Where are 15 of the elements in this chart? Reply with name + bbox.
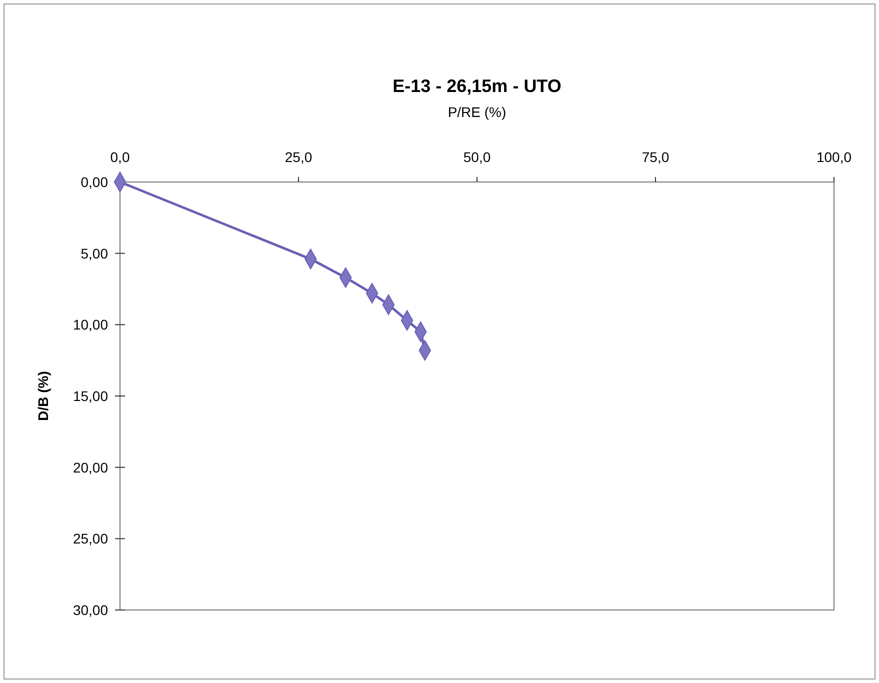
x-tick-label: 100,0 <box>816 149 852 165</box>
x-tick-label: 25,0 <box>284 149 312 165</box>
y-tick-label: 25,00 <box>72 530 108 547</box>
y-tick-label: 30,00 <box>72 602 108 618</box>
y-tick-label: 5,00 <box>80 245 108 262</box>
y-tick-label: 15,00 <box>72 388 108 404</box>
x-tick-label: 75,0 <box>642 149 670 165</box>
x-axis-title: P/RE (%) <box>448 104 506 120</box>
x-tick-label: 0,0 <box>110 149 130 165</box>
y-tick-label: 20,00 <box>72 459 108 476</box>
y-tick-label: 10,00 <box>72 316 108 333</box>
y-axis-title: D/B (%) <box>35 371 51 421</box>
x-tick-label: 50,0 <box>463 149 491 165</box>
y-tick-label: 0,00 <box>80 174 108 190</box>
chart-title: E-13 - 26,15m - UTO <box>392 76 562 96</box>
